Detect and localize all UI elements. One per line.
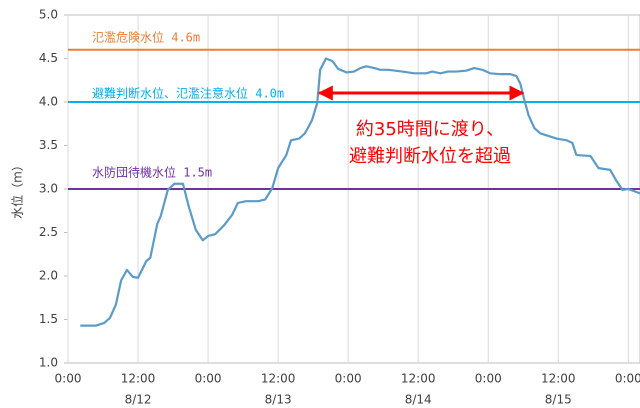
date-label: 8/12	[125, 393, 152, 407]
y-tick-label: 4.0	[39, 95, 58, 109]
x-tick-label: 0:00	[195, 372, 222, 386]
reference-label: 水防団待機水位 1.5m	[92, 165, 212, 180]
x-tick-label: 12:00	[541, 372, 576, 386]
annotation-text: 避難判断水位を超過	[349, 146, 511, 167]
y-tick-label: 1.0	[39, 356, 58, 370]
date-label: 8/14	[405, 393, 432, 407]
annotation-text: 約35時間に渡り、	[356, 119, 504, 140]
x-tick-label: 0:00	[335, 372, 362, 386]
x-tick-label: 0:00	[475, 372, 502, 386]
y-tick-label: 1.5	[39, 312, 58, 326]
x-tick-label: 0:00	[615, 372, 640, 386]
y-tick-label: 3.0	[39, 182, 58, 196]
x-tick-label: 0:00	[55, 372, 82, 386]
date-label: 8/15	[545, 393, 572, 407]
data-line	[80, 57, 640, 327]
x-tick-label: 12:00	[121, 372, 156, 386]
y-tick-label: 2.5	[39, 225, 58, 239]
date-label: 8/13	[265, 393, 292, 407]
x-tick-label: 12:00	[261, 372, 296, 386]
y-tick-label: 2.0	[39, 269, 58, 283]
y-tick-label: 4.5	[39, 51, 58, 65]
reference-label: 氾濫危険水位 4.6m	[92, 29, 200, 44]
y-tick-label: 5.0	[39, 8, 58, 22]
y-tick-label: 3.5	[39, 138, 58, 152]
reference-label: 避難判断水位、氾濫注意水位 4.0m	[92, 86, 284, 101]
y-axis-label: 水位（m）	[10, 159, 25, 219]
x-tick-label: 12:00	[401, 372, 436, 386]
